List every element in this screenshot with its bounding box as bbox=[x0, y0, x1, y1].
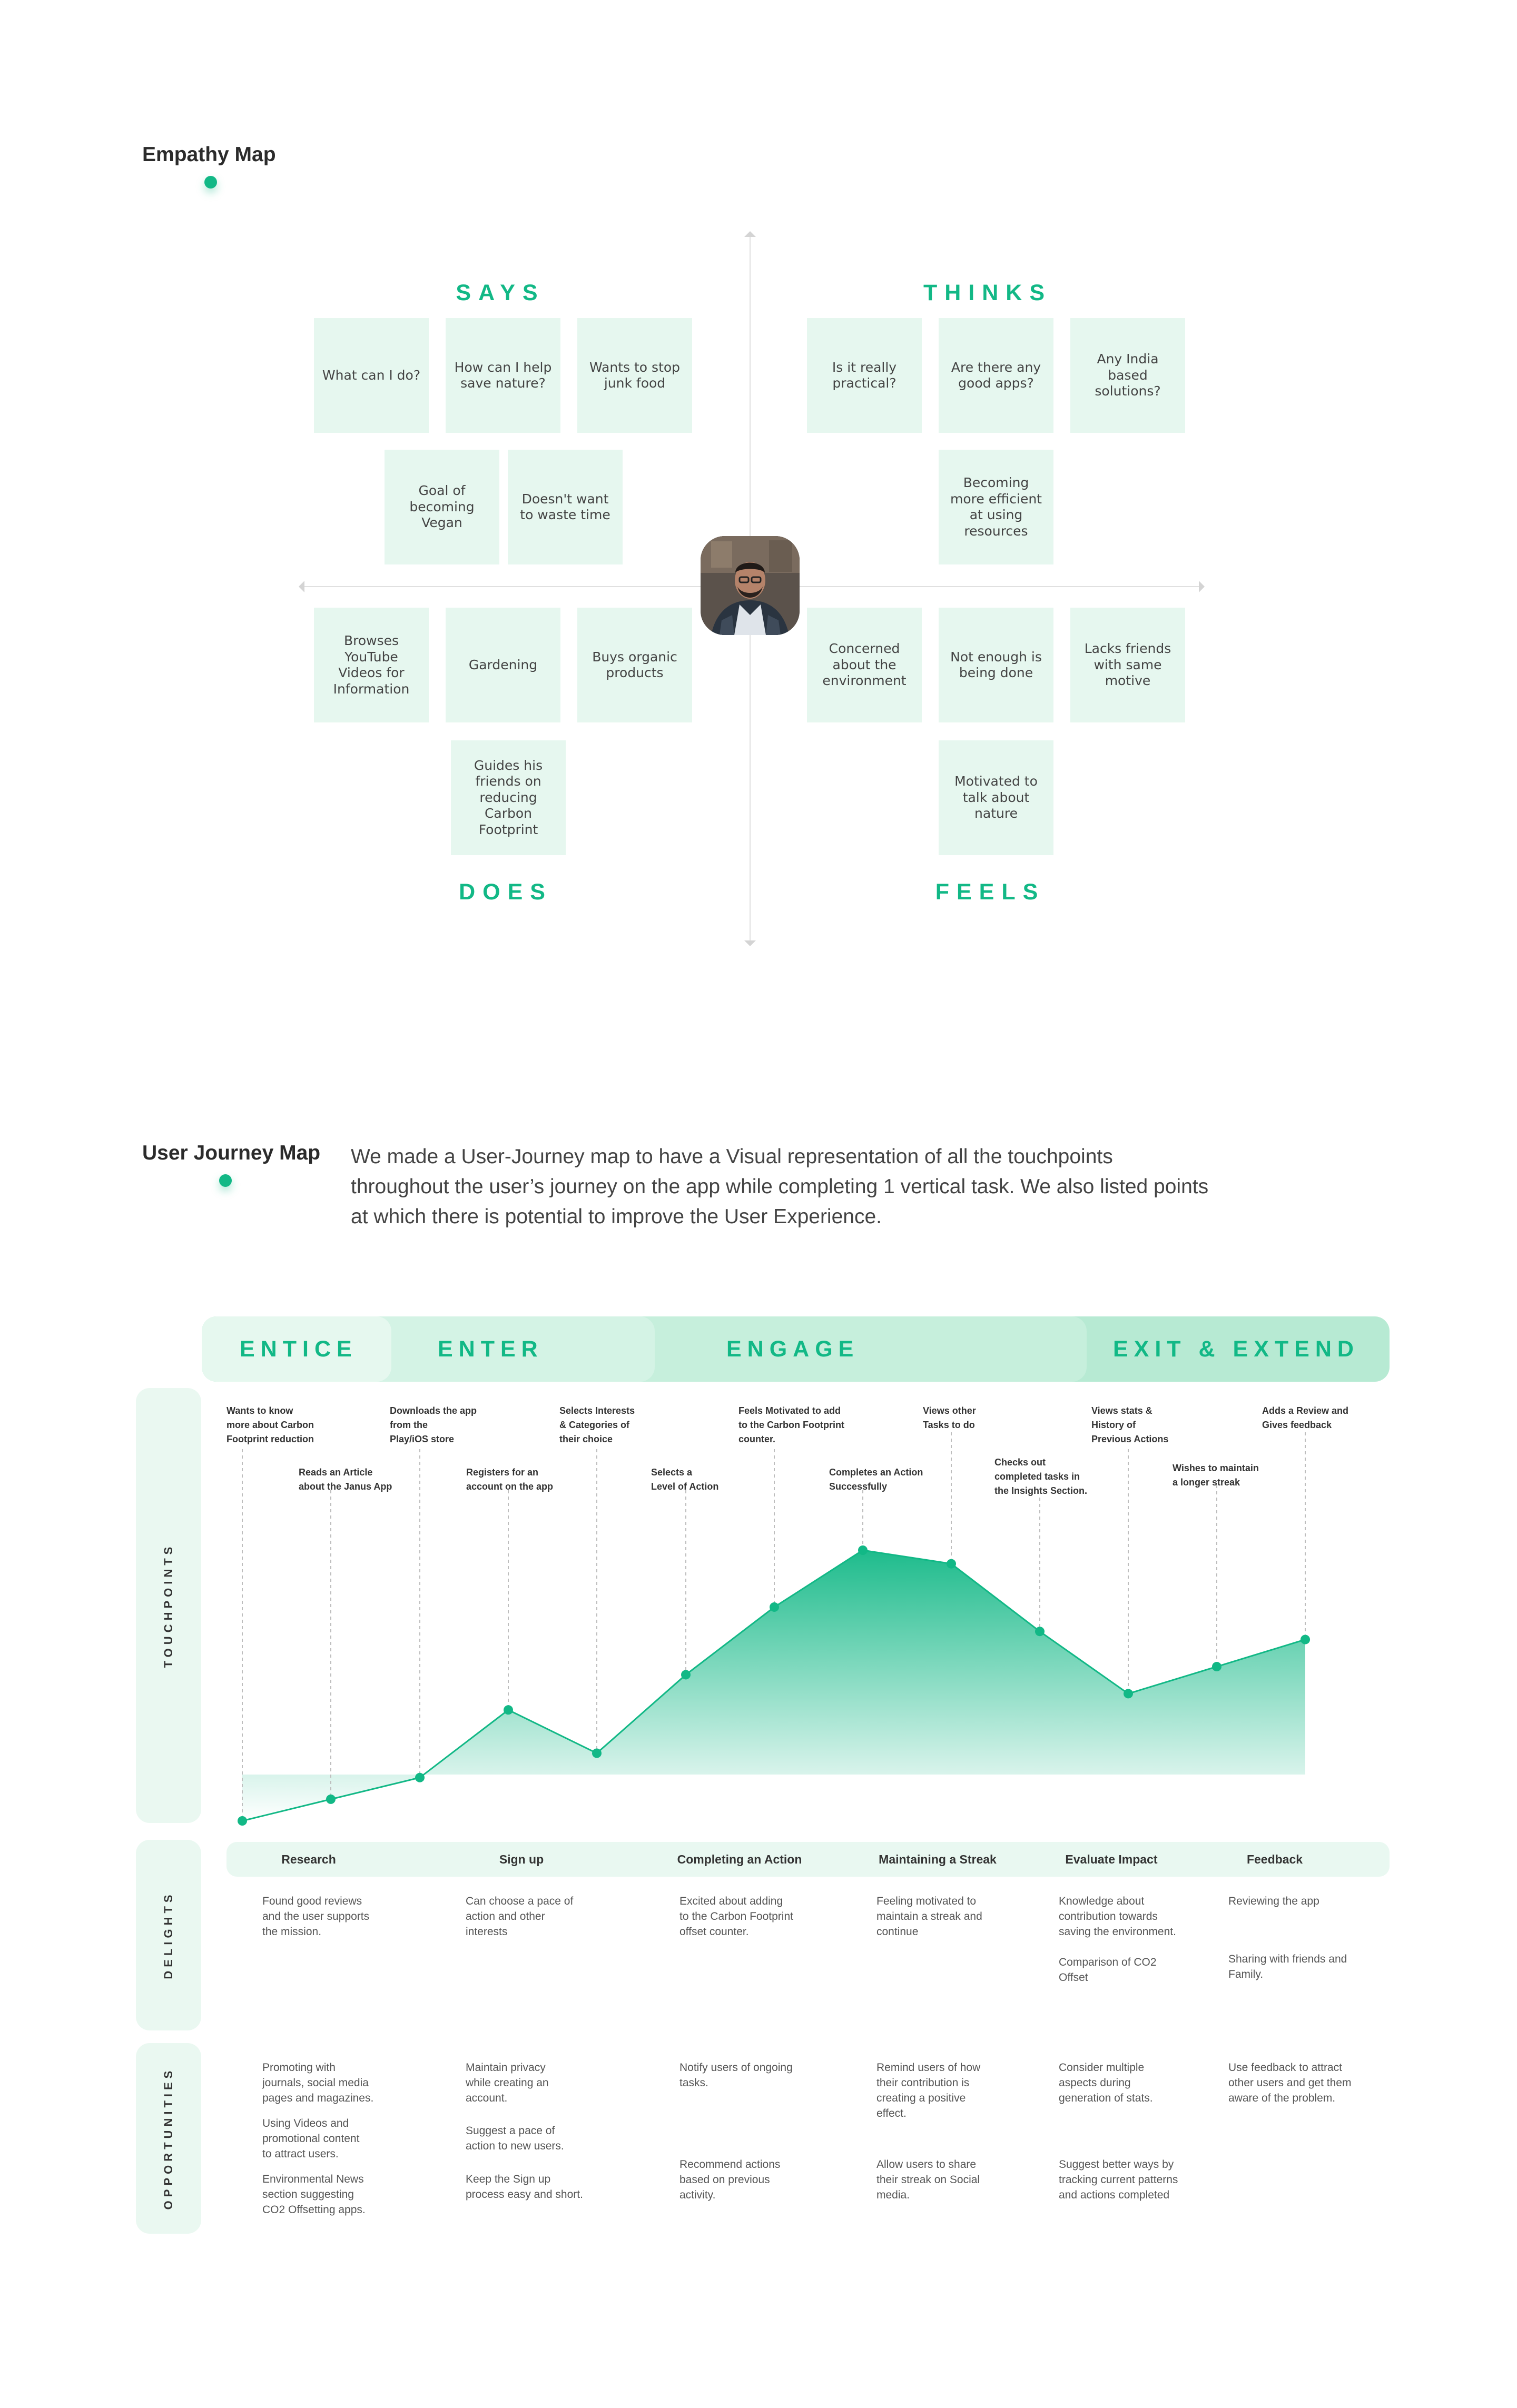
sticky-note: Gardening bbox=[446, 608, 560, 722]
phase-entice: ENTICE bbox=[240, 1336, 358, 1362]
user-avatar bbox=[701, 536, 800, 635]
stage-label: Maintaining a Streak bbox=[879, 1852, 997, 1866]
delight-note: Sharing with friends and Family. bbox=[1228, 1953, 1347, 1980]
sticky-note: Concerned about the environment bbox=[807, 608, 922, 722]
journey-intro: We made a User-Journey map to have a Vis… bbox=[351, 1145, 1209, 1228]
stage-label: Research bbox=[281, 1852, 336, 1866]
touchpoint-label: Registers for an account on the app bbox=[466, 1467, 554, 1492]
sticky-note: Browses YouTube Videos for Information bbox=[314, 608, 429, 722]
sticky-note: Is it really practical? bbox=[807, 318, 922, 433]
stage-bar bbox=[226, 1842, 1390, 1877]
phase-enter: ENTER bbox=[438, 1336, 544, 1362]
opportunity-note: Using Videos and promotional content to … bbox=[262, 2117, 360, 2160]
touchpoint-dot bbox=[326, 1794, 336, 1804]
arrow-down-icon bbox=[744, 940, 756, 952]
touchpoint-label: Feels Motivated to add to the Carbon Foo… bbox=[738, 1405, 844, 1444]
touchpoint-label: Wishes to maintain a longer streak bbox=[1173, 1463, 1259, 1488]
touchpoint-dot bbox=[592, 1748, 602, 1758]
opportunity-note: Promoting with journals, social media pa… bbox=[262, 2062, 374, 2104]
touchpoint-label: Selects Interests & Categories of their … bbox=[559, 1405, 635, 1444]
sticky-note: How can I help save nature? bbox=[446, 318, 560, 433]
arrow-up-icon bbox=[744, 225, 756, 237]
section-dot bbox=[204, 176, 217, 189]
touchpoints-panel: TOUCHPOINTS bbox=[136, 1388, 201, 1823]
touchpoint-dot bbox=[770, 1602, 779, 1612]
sticky-note: Motivated to talk about nature bbox=[939, 740, 1053, 855]
touchpoint-dot bbox=[1035, 1627, 1045, 1637]
stage-label: Completing an Action bbox=[677, 1852, 802, 1866]
thinks-label: THINKS bbox=[923, 280, 1052, 305]
touchpoint-label: Reads an Article about the Janus App bbox=[299, 1467, 392, 1492]
touchpoint-dot bbox=[947, 1559, 956, 1569]
sticky-note: Goal of becoming Vegan bbox=[385, 450, 499, 564]
delights-panel: DELIGHTS bbox=[136, 1840, 201, 2030]
touchpoint-dot bbox=[415, 1772, 425, 1782]
opportunity-note: Allow users to share their streak on Soc… bbox=[876, 2158, 980, 2201]
journey-map-title: User Journey Map bbox=[142, 1142, 321, 1164]
opportunity-note: Suggest a pace of action to new users. bbox=[466, 2125, 564, 2152]
opportunity-note: Notify users of ongoing tasks. bbox=[679, 2062, 793, 2089]
opportunities-panel: OPPORTUNITIES bbox=[136, 2043, 201, 2234]
stage-label: Evaluate Impact bbox=[1065, 1852, 1158, 1866]
touchpoint-label: Checks out completed tasks in the Insigh… bbox=[994, 1457, 1088, 1496]
touchpoint-label: Views stats & History of Previous Action… bbox=[1091, 1405, 1169, 1444]
sticky-note: Lacks friends with same motive bbox=[1070, 608, 1185, 722]
sticky-note: Doesn't want to waste time bbox=[508, 450, 623, 564]
sticky-note: Guides his friends on reducing Carbon Fo… bbox=[451, 740, 566, 855]
touchpoint-dot bbox=[681, 1670, 691, 1680]
touchpoint-dot bbox=[858, 1545, 868, 1555]
phase-bar: ENTICE ENTER ENGAGE EXIT & EXTEND bbox=[202, 1316, 1390, 1382]
arrow-right-icon bbox=[1199, 581, 1210, 592]
touchpoint-label: Views other Tasks to do bbox=[923, 1405, 976, 1430]
phase-exit-extend: EXIT & EXTEND bbox=[1113, 1336, 1360, 1362]
sticky-note: Not enough is being done bbox=[939, 608, 1053, 722]
opportunity-note: Remind users of how their contribution i… bbox=[876, 2062, 981, 2119]
opportunity-note: Environmental News section suggesting CO… bbox=[262, 2173, 366, 2216]
journey-area bbox=[242, 1550, 1305, 1821]
touchpoint-dot bbox=[1301, 1634, 1310, 1644]
opportunity-note: Recommend actions based on previous acti… bbox=[679, 2158, 781, 2201]
stage-label: Sign up bbox=[499, 1852, 544, 1866]
delight-note: Found good reviews and the user supports… bbox=[262, 1895, 370, 1938]
touchpoint-dot bbox=[1124, 1689, 1133, 1699]
touchpoint-dot bbox=[238, 1816, 247, 1826]
opportunity-note: Use feedback to attract other users and … bbox=[1228, 2062, 1352, 2104]
touchpoint-label: Wants to know more about Carbon Footprin… bbox=[226, 1405, 314, 1444]
sticky-note: Wants to stop junk food bbox=[577, 318, 692, 433]
sticky-note: Buys organic products bbox=[577, 608, 692, 722]
touchpoint-label: Selects a Level of Action bbox=[651, 1467, 719, 1492]
delight-note: Excited about adding to the Carbon Footp… bbox=[679, 1895, 793, 1938]
delight-note: Comparison of CO2 Offset bbox=[1059, 1956, 1157, 1984]
touchpoint-label: Completes an Action Successfully bbox=[829, 1467, 923, 1492]
sticky-note: Are there any good apps? bbox=[939, 318, 1053, 433]
phase-engage: ENGAGE bbox=[726, 1336, 860, 1362]
opportunity-note: Suggest better ways by tracking current … bbox=[1059, 2158, 1178, 2201]
touchpoint-label: Downloads the app from the Play/iOS stor… bbox=[390, 1405, 477, 1444]
touchpoint-label: Adds a Review and Gives feedback bbox=[1262, 1405, 1349, 1430]
delight-note: Feeling motivated to maintain a streak a… bbox=[876, 1895, 982, 1938]
sticky-note: Any India based solutions? bbox=[1070, 318, 1185, 433]
does-label: DOES bbox=[459, 879, 553, 905]
says-label: SAYS bbox=[456, 280, 545, 305]
section-dot bbox=[219, 1174, 232, 1187]
touchpoint-dot bbox=[504, 1705, 513, 1715]
touchpoint-dot bbox=[1212, 1662, 1222, 1672]
sticky-note: What can I do? bbox=[314, 318, 429, 433]
opportunity-note: Maintain privacy while creating an accou… bbox=[466, 2062, 549, 2104]
opportunity-note: Keep the Sign up process easy and short. bbox=[466, 2173, 583, 2201]
delight-note: Can choose a pace of action and other in… bbox=[466, 1895, 574, 1938]
feels-label: FEELS bbox=[935, 879, 1046, 905]
arrow-left-icon bbox=[293, 581, 304, 592]
opportunity-note: Consider multiple aspects during generat… bbox=[1059, 2062, 1153, 2104]
delight-note: Reviewing the app bbox=[1228, 1895, 1319, 1907]
delight-note: Knowledge about contribution towards sav… bbox=[1059, 1895, 1176, 1938]
empathy-map-title: Empathy Map bbox=[142, 143, 276, 166]
stage-label: Feedback bbox=[1246, 1852, 1303, 1866]
sticky-note: Becoming more efficient at using resourc… bbox=[939, 450, 1053, 564]
